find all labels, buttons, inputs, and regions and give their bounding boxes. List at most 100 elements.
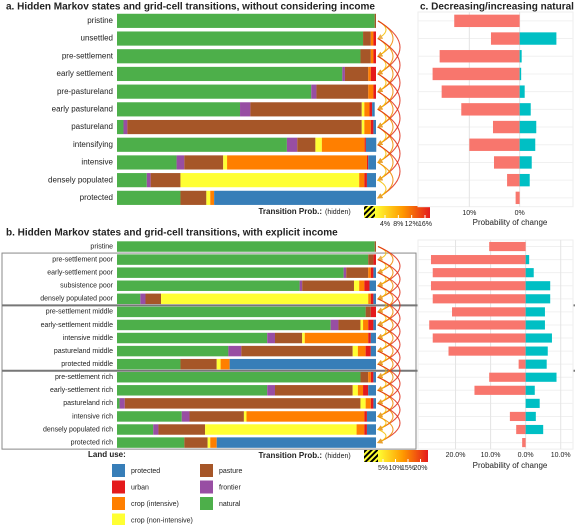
row-label: protected rich: [71, 439, 114, 446]
bar-segment: [352, 385, 358, 396]
bar-segment: [344, 66, 369, 82]
bar: [493, 156, 520, 169]
bar-segment: [370, 267, 374, 278]
bar-segment: [117, 119, 124, 135]
bar: [525, 268, 534, 278]
bar-segment: [206, 190, 211, 205]
bar-segment: [240, 102, 251, 117]
row-label: pre-settlement: [62, 51, 114, 60]
bar-segment: [360, 319, 364, 331]
bar-segment: [117, 267, 344, 278]
bar-segment: [373, 49, 376, 64]
bar: [469, 138, 520, 151]
bar-segment: [123, 119, 128, 135]
bar-segment: [117, 155, 177, 170]
row-label: pastureland rich: [63, 400, 113, 407]
bar-segment: [216, 437, 376, 448]
row-label: pre-settlement rich: [55, 374, 113, 381]
bar-segment: [360, 398, 366, 409]
bar: [474, 385, 526, 395]
bar: [519, 67, 522, 81]
bar: [515, 191, 520, 205]
bar-segment: [366, 155, 369, 170]
bar-segment: [366, 173, 376, 188]
bar-segment: [286, 137, 298, 152]
bar-segment: [124, 398, 361, 409]
bar-segment: [365, 398, 371, 409]
bar-segment: [368, 372, 371, 383]
bar: [525, 385, 535, 395]
bar: [441, 85, 520, 98]
colorbar-tick-label: 10%: [388, 465, 402, 472]
bar-segment: [361, 102, 365, 117]
legend-label: frontier: [219, 484, 241, 491]
bar-segment: [117, 241, 375, 252]
bar-segment: [214, 190, 376, 205]
row-label: pre-pastureland: [57, 87, 113, 96]
bar-segment: [357, 385, 364, 396]
bar-segment: [117, 385, 268, 396]
bar-segment: [364, 173, 367, 188]
row-label: protected: [80, 193, 113, 202]
bar: [489, 372, 526, 382]
bar: [516, 424, 526, 435]
bar-segment: [356, 424, 365, 435]
bar-segment: [302, 280, 354, 291]
bar-segment: [117, 358, 181, 370]
transition-arrow: [376, 429, 387, 444]
bar: [519, 120, 537, 134]
bar-segment: [373, 319, 376, 331]
bar-segment: [363, 31, 371, 46]
bar-segment: [267, 385, 275, 396]
bar-segment: [274, 332, 303, 344]
colorbar-tick-label: 4%: [380, 221, 390, 228]
colorbar-tick-label: 20%: [413, 465, 427, 472]
bar-segment: [117, 372, 361, 383]
bar-segment: [299, 280, 303, 291]
bar: [439, 50, 520, 63]
bar-segment: [180, 173, 360, 188]
bar: [518, 359, 526, 369]
bar-segment: [368, 293, 371, 305]
bar-segment: [364, 280, 370, 291]
bar: [525, 372, 557, 382]
row-label: pastureland middle: [54, 348, 113, 355]
bar-segment: [374, 13, 376, 28]
bar-segment: [180, 190, 207, 205]
bar-segment: [365, 345, 371, 357]
bar-segment: [117, 424, 154, 435]
row-label: pristine: [87, 16, 113, 25]
row-label: early-settlement middle: [41, 322, 113, 329]
bar-segment: [158, 424, 206, 435]
bar-segment: [117, 319, 331, 331]
bar-segment: [210, 437, 217, 448]
bar-segment: [330, 319, 339, 331]
bar-segment: [364, 102, 370, 117]
row-label: protected middle: [61, 361, 113, 368]
bar-segment: [210, 190, 215, 205]
bar-segment: [360, 49, 371, 64]
bar: [432, 294, 526, 304]
bar: [525, 411, 536, 422]
bar: [522, 438, 526, 448]
bar-segment: [363, 385, 369, 396]
bar-segment: [117, 398, 120, 409]
bar-segment: [370, 119, 374, 135]
bar: [519, 156, 532, 169]
bar-segment: [117, 31, 364, 46]
bar-segment: [366, 411, 376, 422]
bar: [525, 424, 544, 435]
legend-swatch: [112, 513, 125, 525]
bar-segment: [370, 31, 374, 46]
x-tick-label: 0%: [515, 210, 525, 217]
bar-segment: [223, 155, 228, 170]
bar-segment: [205, 424, 357, 435]
bar-segment: [346, 267, 369, 278]
bar-segment: [357, 345, 366, 357]
bar: [525, 320, 545, 330]
legend-swatch: [112, 480, 125, 494]
bar-segment: [368, 155, 376, 170]
bar-segment: [117, 411, 182, 422]
row-label: early-settlement poor: [47, 270, 113, 277]
x-tick-label: 0.0%: [518, 452, 534, 459]
